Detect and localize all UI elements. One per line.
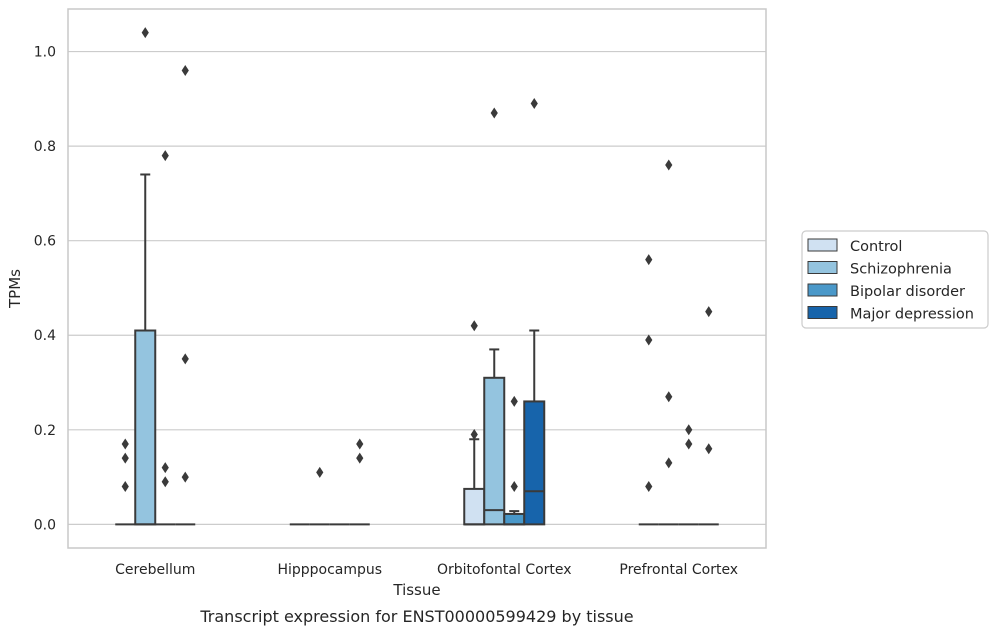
outlier-point	[161, 150, 169, 162]
x-tick-labels: Cerebellum Hipppocampus Orbitofontal Corte…	[115, 562, 738, 578]
legend-swatch	[807, 261, 838, 274]
legend-label: Schizophrenia	[850, 262, 952, 278]
legend-item: Control	[807, 238, 902, 255]
box-group	[523, 98, 546, 526]
legend-swatch	[807, 238, 838, 252]
y-axis-label: TPMs	[6, 269, 24, 309]
plot-frame	[67, 8, 767, 549]
outlier-point	[181, 64, 189, 76]
box-group	[349, 438, 370, 526]
box-group	[309, 466, 330, 526]
legend-item: Schizophrenia	[807, 261, 952, 278]
outlier-point	[645, 254, 653, 266]
box-group	[483, 107, 506, 526]
box-body	[463, 487, 486, 526]
outlier-point	[356, 452, 364, 464]
legend-label: Control	[850, 239, 902, 255]
outlier-point	[141, 27, 149, 39]
outlier-point	[705, 306, 713, 318]
outlier-point	[121, 438, 129, 450]
y-tick-label: 0.8	[34, 139, 56, 155]
box-group	[175, 64, 196, 526]
plot-boxes	[115, 27, 719, 526]
y-tick-label: 0.0	[34, 517, 56, 533]
box-group	[678, 424, 699, 526]
legend-swatch	[807, 306, 838, 319]
box-group	[134, 27, 157, 526]
outlier-point	[510, 481, 518, 493]
box-body	[523, 400, 546, 526]
y-tick-label: 0.6	[34, 234, 56, 250]
outlier-point	[685, 438, 693, 450]
outlier-point	[645, 334, 653, 346]
outlier-point	[470, 320, 478, 332]
x-tick-label: Cerebellum	[115, 562, 195, 578]
outlier-point	[121, 452, 129, 464]
outlier-point	[665, 391, 673, 403]
outlier-point	[705, 443, 713, 455]
y-tick-labels: 0.0 0.2 0.4 0.6 0.8 1.0	[34, 45, 56, 534]
x-axis-label: Tissue	[392, 581, 440, 599]
outlier-point	[161, 462, 169, 474]
box-group	[503, 395, 526, 526]
outlier-point	[470, 429, 478, 441]
box-body	[134, 329, 157, 526]
figure-caption: Transcript expression for ENST0000059942…	[199, 607, 633, 626]
legend-frame	[801, 230, 989, 329]
outlier-point	[161, 476, 169, 488]
box-body	[483, 376, 506, 526]
outlier-point	[356, 438, 364, 450]
outlier-point	[530, 98, 538, 110]
legend-label: Major depression	[850, 307, 974, 323]
y-tick-label: 1.0	[34, 45, 56, 61]
legend-swatch	[807, 283, 838, 297]
outlier-point	[316, 466, 324, 478]
outlier-point	[181, 353, 189, 365]
x-tick-label: Orbitofontal Cortex	[437, 562, 572, 578]
outlier-point	[121, 481, 129, 493]
outlier-point	[510, 395, 518, 407]
outlier-point	[665, 159, 673, 171]
x-tick-label: Hipppocampus	[277, 562, 382, 578]
y-tick-label: 0.4	[34, 328, 56, 344]
box-group	[638, 254, 659, 526]
legend-item: Major depression	[807, 306, 974, 323]
box-body	[503, 512, 526, 526]
outlier-point	[490, 107, 498, 119]
outlier-point	[181, 471, 189, 483]
outlier-point	[665, 457, 673, 469]
box-group	[698, 306, 719, 526]
legend: Control Schizophrenia Bipolar disorder Majo…	[801, 230, 989, 329]
legend-label: Bipolar disorder	[850, 284, 965, 300]
legend-item: Bipolar disorder	[807, 283, 965, 300]
y-tick-label: 0.2	[34, 423, 56, 439]
box-group	[658, 159, 679, 526]
box-group	[115, 438, 136, 526]
x-tick-label: Prefrontal Cortex	[619, 562, 738, 578]
outlier-point	[645, 481, 653, 493]
outlier-point	[685, 424, 693, 436]
box-group	[155, 150, 176, 526]
